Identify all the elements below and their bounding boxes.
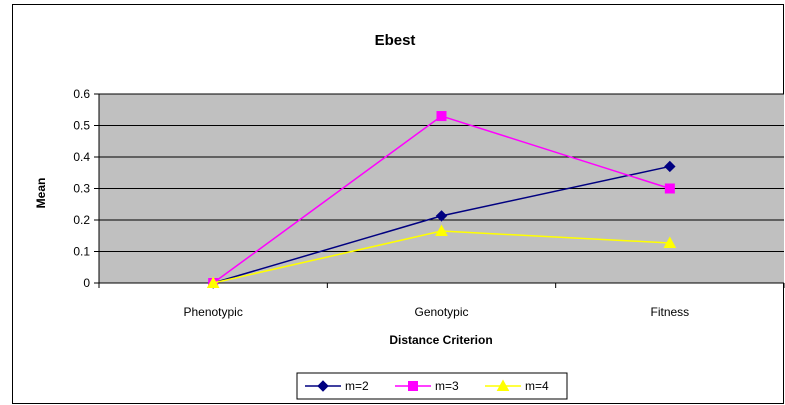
- legend-label: m=4: [525, 379, 549, 393]
- data-point: [408, 381, 418, 391]
- data-point: [435, 224, 448, 237]
- data-point: [664, 160, 676, 173]
- y-tick-label: 0.5: [73, 119, 90, 133]
- y-tick-labels: 0 0.1 0.2 0.3 0.4 0.5 0.6: [73, 87, 90, 290]
- y-tick-label: 0.2: [73, 213, 90, 227]
- series-m=4: [206, 224, 677, 288]
- y-tick-label: 0.1: [73, 245, 90, 259]
- x-axis-title: Distance Criterion: [389, 333, 492, 347]
- chart-svg: Ebest 0 0.1 0.2 0.3 0.4 0.5 0.6 Phenotypic Geno…: [34, 32, 785, 400]
- y-tick-label: 0.6: [73, 87, 90, 101]
- legend-item: m=4: [485, 379, 549, 393]
- y-tick-label: 0.4: [73, 150, 90, 164]
- legend-label: m=3: [435, 379, 459, 393]
- x-tick-label: Fitness: [650, 305, 689, 319]
- data-point: [436, 111, 447, 122]
- x-tick-labels: Phenotypic Genotypic Fitness: [183, 305, 689, 319]
- legend-item: m=2: [305, 379, 369, 393]
- chart-title: Ebest: [375, 32, 416, 49]
- chart-frame: Ebest 0 0.1 0.2 0.3 0.4 0.5 0.6 Phenotypic Geno…: [12, 4, 785, 404]
- legend: m=2 m=3 m=4: [296, 372, 568, 400]
- legend-label: m=2: [345, 379, 369, 393]
- legend-item: m=3: [395, 379, 459, 393]
- data-point: [663, 236, 677, 248]
- data-point: [664, 183, 675, 194]
- data-point: [435, 210, 448, 222]
- x-tick-label: Phenotypic: [183, 305, 242, 319]
- y-tick-label: 0.3: [73, 182, 90, 196]
- y-axis-title: Mean: [34, 178, 48, 209]
- series-group: [206, 111, 677, 289]
- data-point: [206, 276, 220, 288]
- legend-box: [296, 372, 568, 400]
- y-tick-label: 0: [83, 276, 90, 290]
- data-point: [496, 379, 510, 391]
- data-point: [317, 380, 329, 392]
- x-tick-label: Genotypic: [414, 305, 468, 319]
